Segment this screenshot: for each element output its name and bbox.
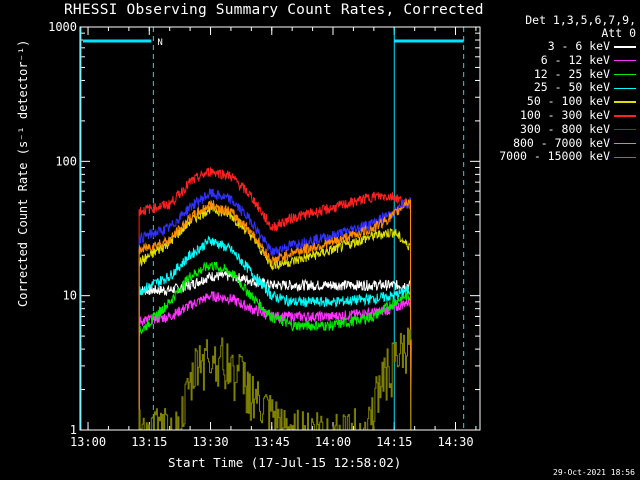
x-tick-label-6: 14:30 — [437, 435, 473, 449]
legend-label-0: 3 - 6 keV — [547, 39, 610, 53]
x-tick-label-4: 14:00 — [315, 435, 351, 449]
legend-item-7: 800 - 7000 keV — [499, 135, 636, 151]
y-tick-label-2: 100 — [55, 154, 77, 168]
y-axis-label: Corrected Count Rate (s⁻¹ detector⁻¹) — [16, 39, 30, 307]
series-line-5 — [138, 167, 412, 431]
legend-item-5: 100 - 300 keV — [499, 107, 636, 123]
series-line-3 — [138, 235, 412, 431]
legend-title: Det 1,3,5,6,7,9, Att 0 — [525, 14, 636, 40]
legend-swatch-8 — [614, 156, 636, 159]
y-tick-label-1: 10 — [63, 289, 77, 303]
series-line-6 — [138, 188, 412, 431]
x-tick-label-5: 14:15 — [376, 435, 412, 449]
legend-item-2: 12 - 25 keV — [499, 66, 636, 82]
legend-swatch-7 — [614, 142, 636, 145]
plot-frame — [79, 26, 481, 431]
y-tick-label-0: 1 — [70, 423, 77, 437]
legend-swatch-5 — [614, 115, 636, 117]
legend-swatch-2 — [614, 73, 636, 76]
x-axis-label: Start Time (17-Jul-15 12:58:02) — [168, 455, 402, 470]
legend-label-3: 25 - 50 keV — [533, 80, 610, 95]
legend-swatch-1 — [614, 59, 636, 62]
series-line-2 — [138, 261, 412, 431]
x-tick-label-0: 13:00 — [70, 435, 106, 449]
legend-label-5: 100 - 300 keV — [519, 107, 610, 122]
legend-swatch-0 — [614, 46, 636, 48]
legend-label-1: 6 - 12 keV — [540, 52, 610, 67]
chart-title: RHESSI Observing Summary Count Rates, Co… — [64, 2, 484, 18]
legend-swatch-4 — [614, 101, 636, 103]
x-tick-label-2: 13:30 — [192, 435, 228, 449]
y-tick-label-3: 1000 — [48, 20, 77, 34]
legend-title-line-2: Att 0 — [601, 26, 636, 40]
series-line-8 — [138, 327, 413, 431]
attenuator-bands: N — [80, 27, 465, 430]
legend: 3 - 6 keV 6 - 12 keV 12 - 25 keV 25 - 50 ke… — [499, 39, 636, 164]
flag-label: N — [157, 38, 162, 48]
x-tick-label-1: 13:15 — [131, 435, 167, 449]
legend-label-6: 300 - 800 keV — [519, 121, 610, 136]
legend-item-0: 3 - 6 keV — [499, 39, 636, 54]
legend-item-4: 50 - 100 keV — [499, 94, 636, 109]
legend-label-8: 7000 - 15000 keV — [499, 149, 610, 164]
series-lines — [138, 167, 413, 431]
legend-item-8: 7000 - 15000 keV — [499, 150, 636, 164]
legend-item-3: 25 - 50 keV — [499, 81, 636, 95]
legend-item-6: 300 - 800 keV — [499, 121, 636, 137]
legend-label-7: 800 - 7000 keV — [513, 135, 610, 150]
legend-label-2: 12 - 25 keV — [533, 66, 610, 81]
legend-swatch-6 — [614, 128, 636, 131]
legend-item-1: 6 - 12 keV — [499, 52, 636, 68]
timestamp: 29-Oct-2021 18:56 — [553, 468, 635, 477]
series-line-7 — [138, 199, 412, 431]
axis-ticks: 13:00 13:15 13:30 13:45 14:00 14:15 14:30 1 10 10… — [48, 20, 480, 449]
legend-swatch-3 — [614, 87, 636, 90]
legend-label-4: 50 - 100 keV — [526, 94, 610, 109]
legend-title-line-1: Det 1,3,5,6,7,9, — [525, 13, 636, 27]
x-tick-label-3: 13:45 — [254, 435, 290, 449]
